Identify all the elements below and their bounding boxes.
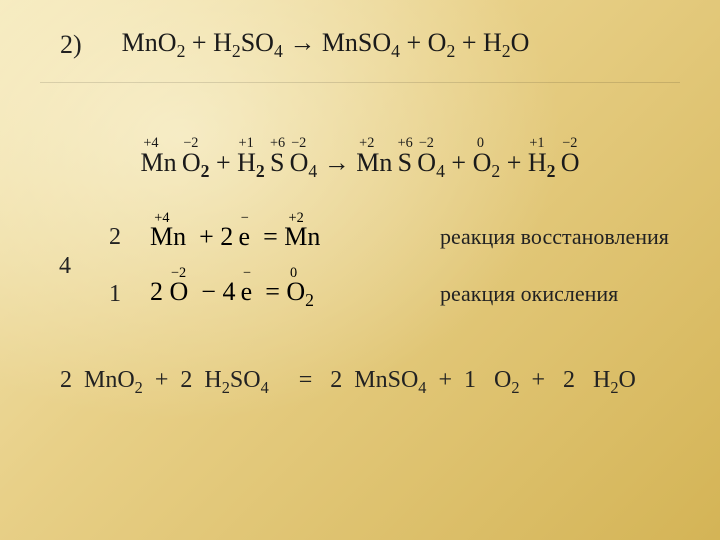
equation-with-oxidation-states: +4Mn −2O2 + +1H2 +6S −2O4 → +2Mn +6S −2O… bbox=[40, 148, 680, 182]
half-reactions-block: 2 4 +4Mn + 2 −e = +2Mn реакция восстанов… bbox=[40, 222, 680, 311]
reduction-label: реакция восстановления bbox=[440, 224, 680, 250]
balanced-equation: 2 MnO2 + 2 H2SO4 = 2 MnSO4 + 1 O2 + 2 H2… bbox=[60, 367, 680, 398]
separator bbox=[40, 82, 680, 83]
equation-unbalanced: MnO2 + H2SO4 → MnSO4 + O2 + H2O bbox=[122, 28, 530, 62]
balance-coef-top: 2 bbox=[90, 224, 140, 251]
balance-coef-bot: 1 bbox=[90, 281, 140, 308]
balance-coef-mid: 4 bbox=[40, 253, 90, 280]
item-number: 2) bbox=[60, 30, 82, 60]
oxidation-label: реакция окисления bbox=[440, 281, 680, 307]
half-reaction-reduction: +4Mn + 2 −e = +2Mn bbox=[140, 222, 440, 252]
half-reaction-oxidation: 2 −2O − 4 −e = 0O2 bbox=[140, 277, 440, 311]
equation-unbalanced-row: 2) MnO2 + H2SO4 → MnSO4 + O2 + H2O bbox=[60, 28, 680, 62]
